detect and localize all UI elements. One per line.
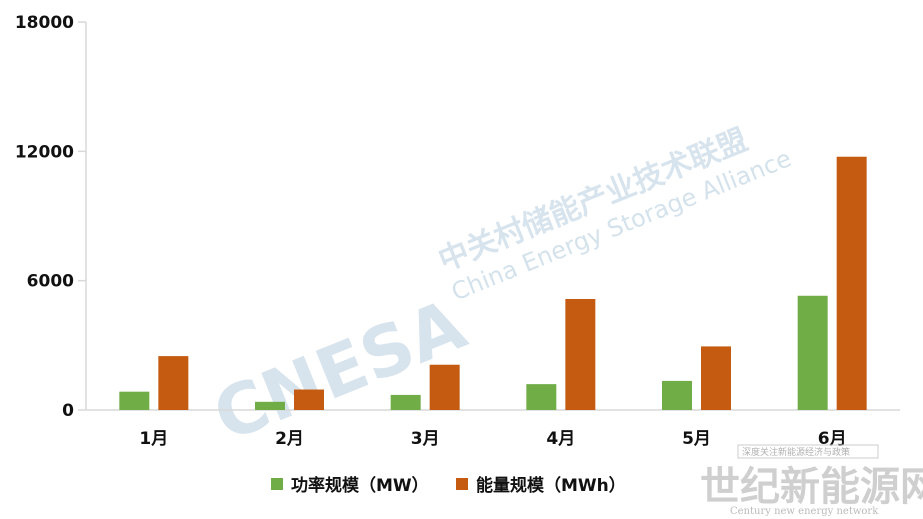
category-label: 1月: [139, 429, 168, 449]
bars: [119, 156, 867, 410]
corner-watermark: 深度关注新能源经济与政策 世纪新能源网 Century new energy n…: [700, 444, 923, 517]
category-label: 4月: [546, 429, 575, 449]
legend: 功率规模（MW） 能量规模（MWh）: [271, 475, 626, 496]
bar-power: [797, 295, 828, 410]
bar-power: [119, 391, 150, 410]
legend-label: 能量规模（MWh）: [476, 475, 626, 496]
bar-energy: [701, 346, 731, 410]
y-tick-label: 0: [62, 401, 74, 421]
corner-watermark-top: 深度关注新能源经济与政策: [742, 446, 850, 458]
bar-energy: [158, 356, 189, 410]
bar-energy: [565, 298, 596, 410]
legend-swatch: [271, 478, 283, 490]
bar-power: [390, 394, 421, 410]
bar-energy: [429, 364, 460, 410]
bar-energy: [294, 389, 324, 410]
category-label: 3月: [411, 429, 440, 449]
y-tick-label: 12000: [15, 142, 74, 162]
bar-power: [526, 384, 557, 410]
y-tick-label: 18000: [15, 13, 74, 33]
corner-watermark-sub: Century new energy network: [730, 506, 879, 517]
legend-swatch: [456, 478, 468, 490]
bar-power: [662, 380, 692, 410]
legend-label: 功率规模（MW）: [291, 475, 429, 496]
y-tick-label: 6000: [27, 272, 74, 292]
corner-watermark-top-box: [737, 444, 879, 459]
category-label: 6月: [818, 429, 847, 449]
bar-energy: [836, 156, 867, 410]
y-tick-labels: 0 6000 12000 18000: [15, 13, 86, 421]
corner-watermark-main: 世纪新能源网: [700, 463, 923, 510]
category-labels: 1月 2月 3月 4月 5月 6月: [139, 429, 846, 449]
category-label: 2月: [275, 429, 304, 449]
category-label: 5月: [682, 429, 711, 449]
bar-power: [255, 401, 285, 410]
